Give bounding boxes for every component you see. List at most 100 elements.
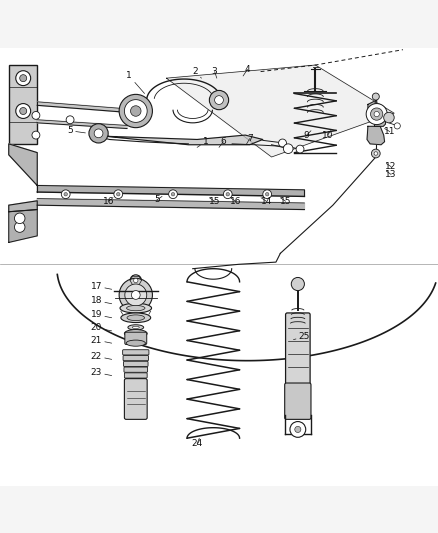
Circle shape [296, 145, 304, 153]
Text: 5: 5 [154, 196, 162, 205]
Circle shape [291, 278, 304, 290]
Circle shape [14, 213, 25, 223]
Text: 18: 18 [91, 296, 112, 305]
Text: 22: 22 [91, 352, 112, 361]
Text: 12: 12 [385, 162, 397, 171]
FancyBboxPatch shape [285, 383, 311, 419]
Text: 13: 13 [385, 170, 397, 179]
Text: 23: 23 [91, 368, 112, 377]
Text: 19: 19 [91, 310, 112, 319]
Circle shape [209, 91, 229, 110]
Circle shape [215, 96, 223, 104]
Circle shape [372, 93, 379, 100]
Circle shape [16, 103, 31, 118]
Polygon shape [37, 102, 149, 114]
Polygon shape [368, 100, 385, 126]
Ellipse shape [128, 325, 144, 330]
Circle shape [226, 192, 230, 196]
Circle shape [140, 108, 149, 117]
Circle shape [16, 71, 31, 86]
Text: 10: 10 [322, 131, 333, 140]
Text: 15: 15 [209, 197, 220, 206]
Circle shape [117, 192, 120, 196]
Circle shape [32, 111, 40, 119]
Ellipse shape [126, 340, 145, 346]
FancyBboxPatch shape [123, 356, 148, 361]
Circle shape [66, 116, 74, 124]
Ellipse shape [124, 329, 147, 337]
Circle shape [223, 190, 232, 199]
FancyBboxPatch shape [125, 332, 147, 344]
Polygon shape [37, 120, 127, 128]
Text: 21: 21 [91, 336, 112, 344]
Circle shape [374, 111, 379, 117]
Text: 1: 1 [126, 71, 145, 93]
Circle shape [384, 112, 394, 123]
Circle shape [20, 75, 27, 82]
Ellipse shape [121, 313, 151, 322]
Ellipse shape [127, 315, 145, 320]
Circle shape [171, 192, 175, 196]
Text: 5: 5 [67, 126, 85, 135]
FancyBboxPatch shape [124, 373, 147, 378]
Circle shape [124, 100, 147, 123]
Circle shape [371, 108, 383, 120]
Circle shape [119, 94, 152, 128]
Circle shape [366, 103, 387, 125]
Text: 7: 7 [246, 134, 253, 145]
FancyBboxPatch shape [124, 378, 147, 419]
Text: 3: 3 [212, 67, 218, 78]
Text: 20: 20 [91, 324, 112, 332]
Circle shape [290, 422, 306, 437]
Text: 16: 16 [103, 197, 114, 206]
Bar [0, 264, 438, 486]
Bar [0, 47, 438, 264]
Polygon shape [166, 65, 394, 157]
Circle shape [61, 190, 70, 199]
Circle shape [283, 144, 293, 154]
Ellipse shape [132, 326, 139, 328]
FancyBboxPatch shape [286, 313, 310, 386]
Text: 4: 4 [243, 65, 250, 76]
Circle shape [131, 290, 140, 300]
Text: 11: 11 [384, 127, 396, 136]
Circle shape [125, 284, 147, 306]
Circle shape [64, 192, 67, 196]
Circle shape [134, 278, 138, 282]
Text: 17: 17 [91, 282, 112, 290]
Circle shape [94, 129, 103, 138]
Text: 2: 2 [192, 67, 201, 78]
Text: 9: 9 [304, 131, 311, 140]
Circle shape [20, 108, 27, 115]
Circle shape [131, 106, 141, 116]
Text: 24: 24 [191, 438, 203, 448]
Polygon shape [367, 126, 385, 145]
Polygon shape [37, 199, 304, 209]
Ellipse shape [120, 303, 152, 313]
Circle shape [14, 222, 25, 232]
FancyBboxPatch shape [124, 361, 148, 367]
Circle shape [130, 275, 141, 286]
Polygon shape [9, 144, 37, 185]
Circle shape [32, 131, 40, 139]
Circle shape [279, 139, 286, 147]
Text: 16: 16 [230, 197, 241, 206]
FancyBboxPatch shape [123, 350, 149, 355]
Circle shape [374, 152, 378, 155]
Polygon shape [94, 131, 263, 145]
Circle shape [295, 426, 301, 432]
Polygon shape [9, 209, 37, 243]
Ellipse shape [127, 305, 145, 311]
Text: 6: 6 [219, 137, 226, 147]
Circle shape [89, 124, 108, 143]
Polygon shape [9, 201, 37, 212]
Text: 15: 15 [280, 197, 291, 206]
Text: 25: 25 [293, 332, 310, 341]
Circle shape [263, 190, 272, 199]
Bar [9, 65, 37, 144]
Text: 14: 14 [261, 197, 272, 206]
Circle shape [169, 190, 177, 199]
Circle shape [119, 278, 152, 312]
Text: 1: 1 [197, 137, 209, 147]
FancyBboxPatch shape [124, 367, 148, 372]
